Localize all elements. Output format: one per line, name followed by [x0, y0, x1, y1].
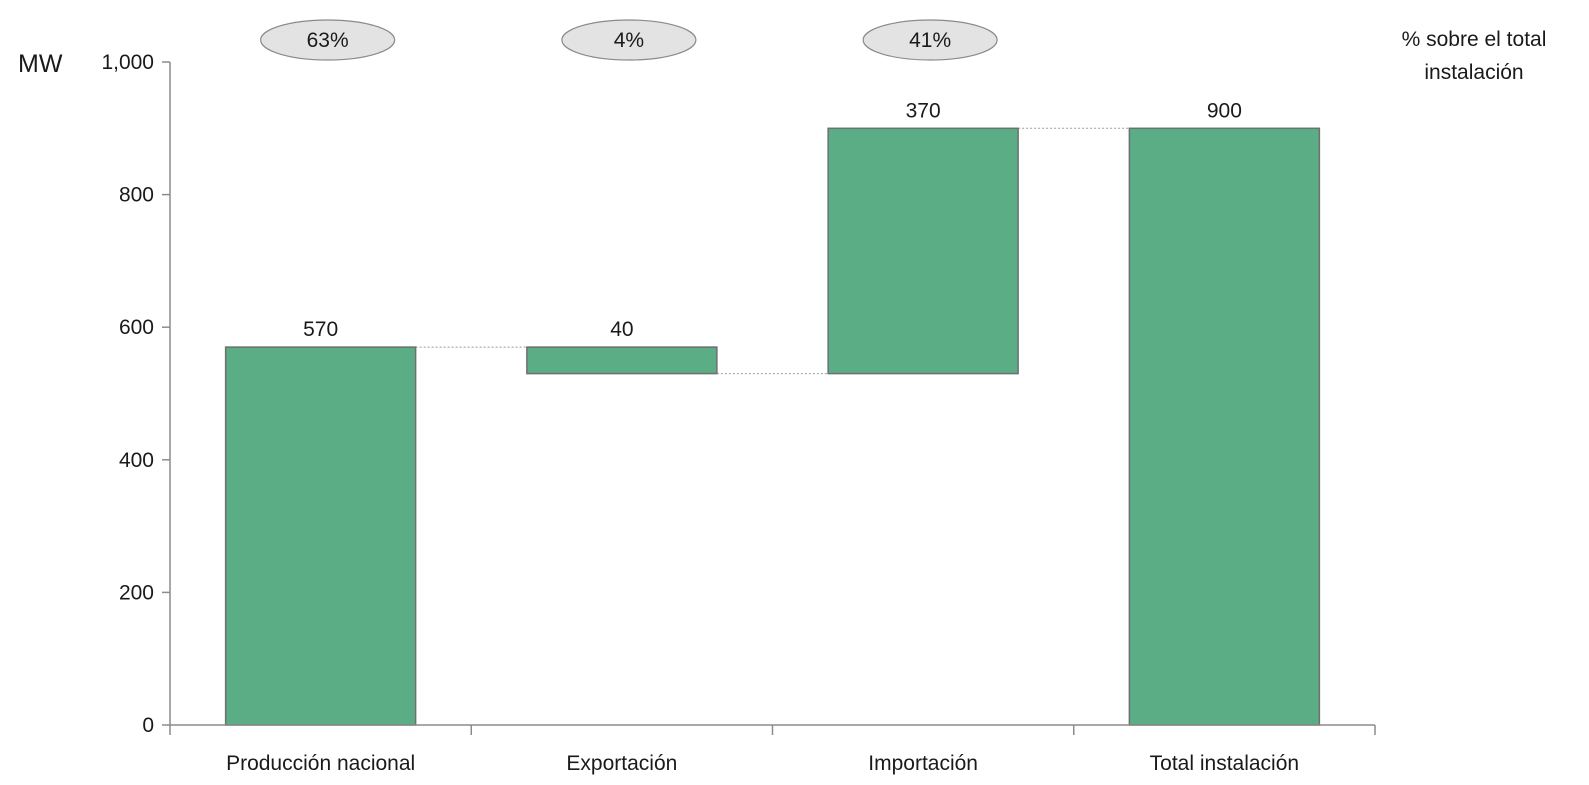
- y-tick-label: 200: [119, 581, 154, 604]
- pct-bubble: [260, 19, 396, 61]
- y-unit-label: MW: [18, 50, 63, 78]
- pct-label: 63%: [307, 29, 349, 52]
- y-tick-label: 1,000: [101, 51, 154, 74]
- pct-title-line-1: % sobre el total: [1402, 28, 1547, 51]
- y-tick-label: 0: [142, 714, 154, 737]
- pct-label: 4%: [614, 29, 644, 52]
- bar-value-label: 570: [303, 318, 338, 341]
- y-tick-label: 400: [119, 449, 154, 472]
- bar: [827, 127, 1019, 375]
- x-category-label: Total instalación: [1150, 752, 1299, 775]
- bar: [224, 346, 417, 726]
- y-tick-label: 800: [119, 184, 154, 207]
- plot-area: 570 63% 40 4% 370 41% 900 0 200 400 600 800 1,000 Pro…: [101, 19, 1376, 775]
- bar: [1128, 127, 1321, 726]
- pct-bubble: [561, 19, 697, 61]
- bar: [526, 346, 718, 375]
- x-category-label: Importación: [868, 752, 978, 775]
- x-category-label: Producción nacional: [226, 752, 415, 775]
- y-tick-label: 600: [119, 316, 154, 339]
- pct-label: 41%: [909, 29, 951, 52]
- bar-value-label: 40: [610, 318, 633, 341]
- x-category-label: Exportación: [566, 752, 677, 775]
- pct-title-line-2: instalación: [1424, 61, 1523, 84]
- pct-bubble: [862, 19, 998, 61]
- bar-value-label: 370: [906, 99, 941, 122]
- bar-value-label: 900: [1207, 99, 1242, 122]
